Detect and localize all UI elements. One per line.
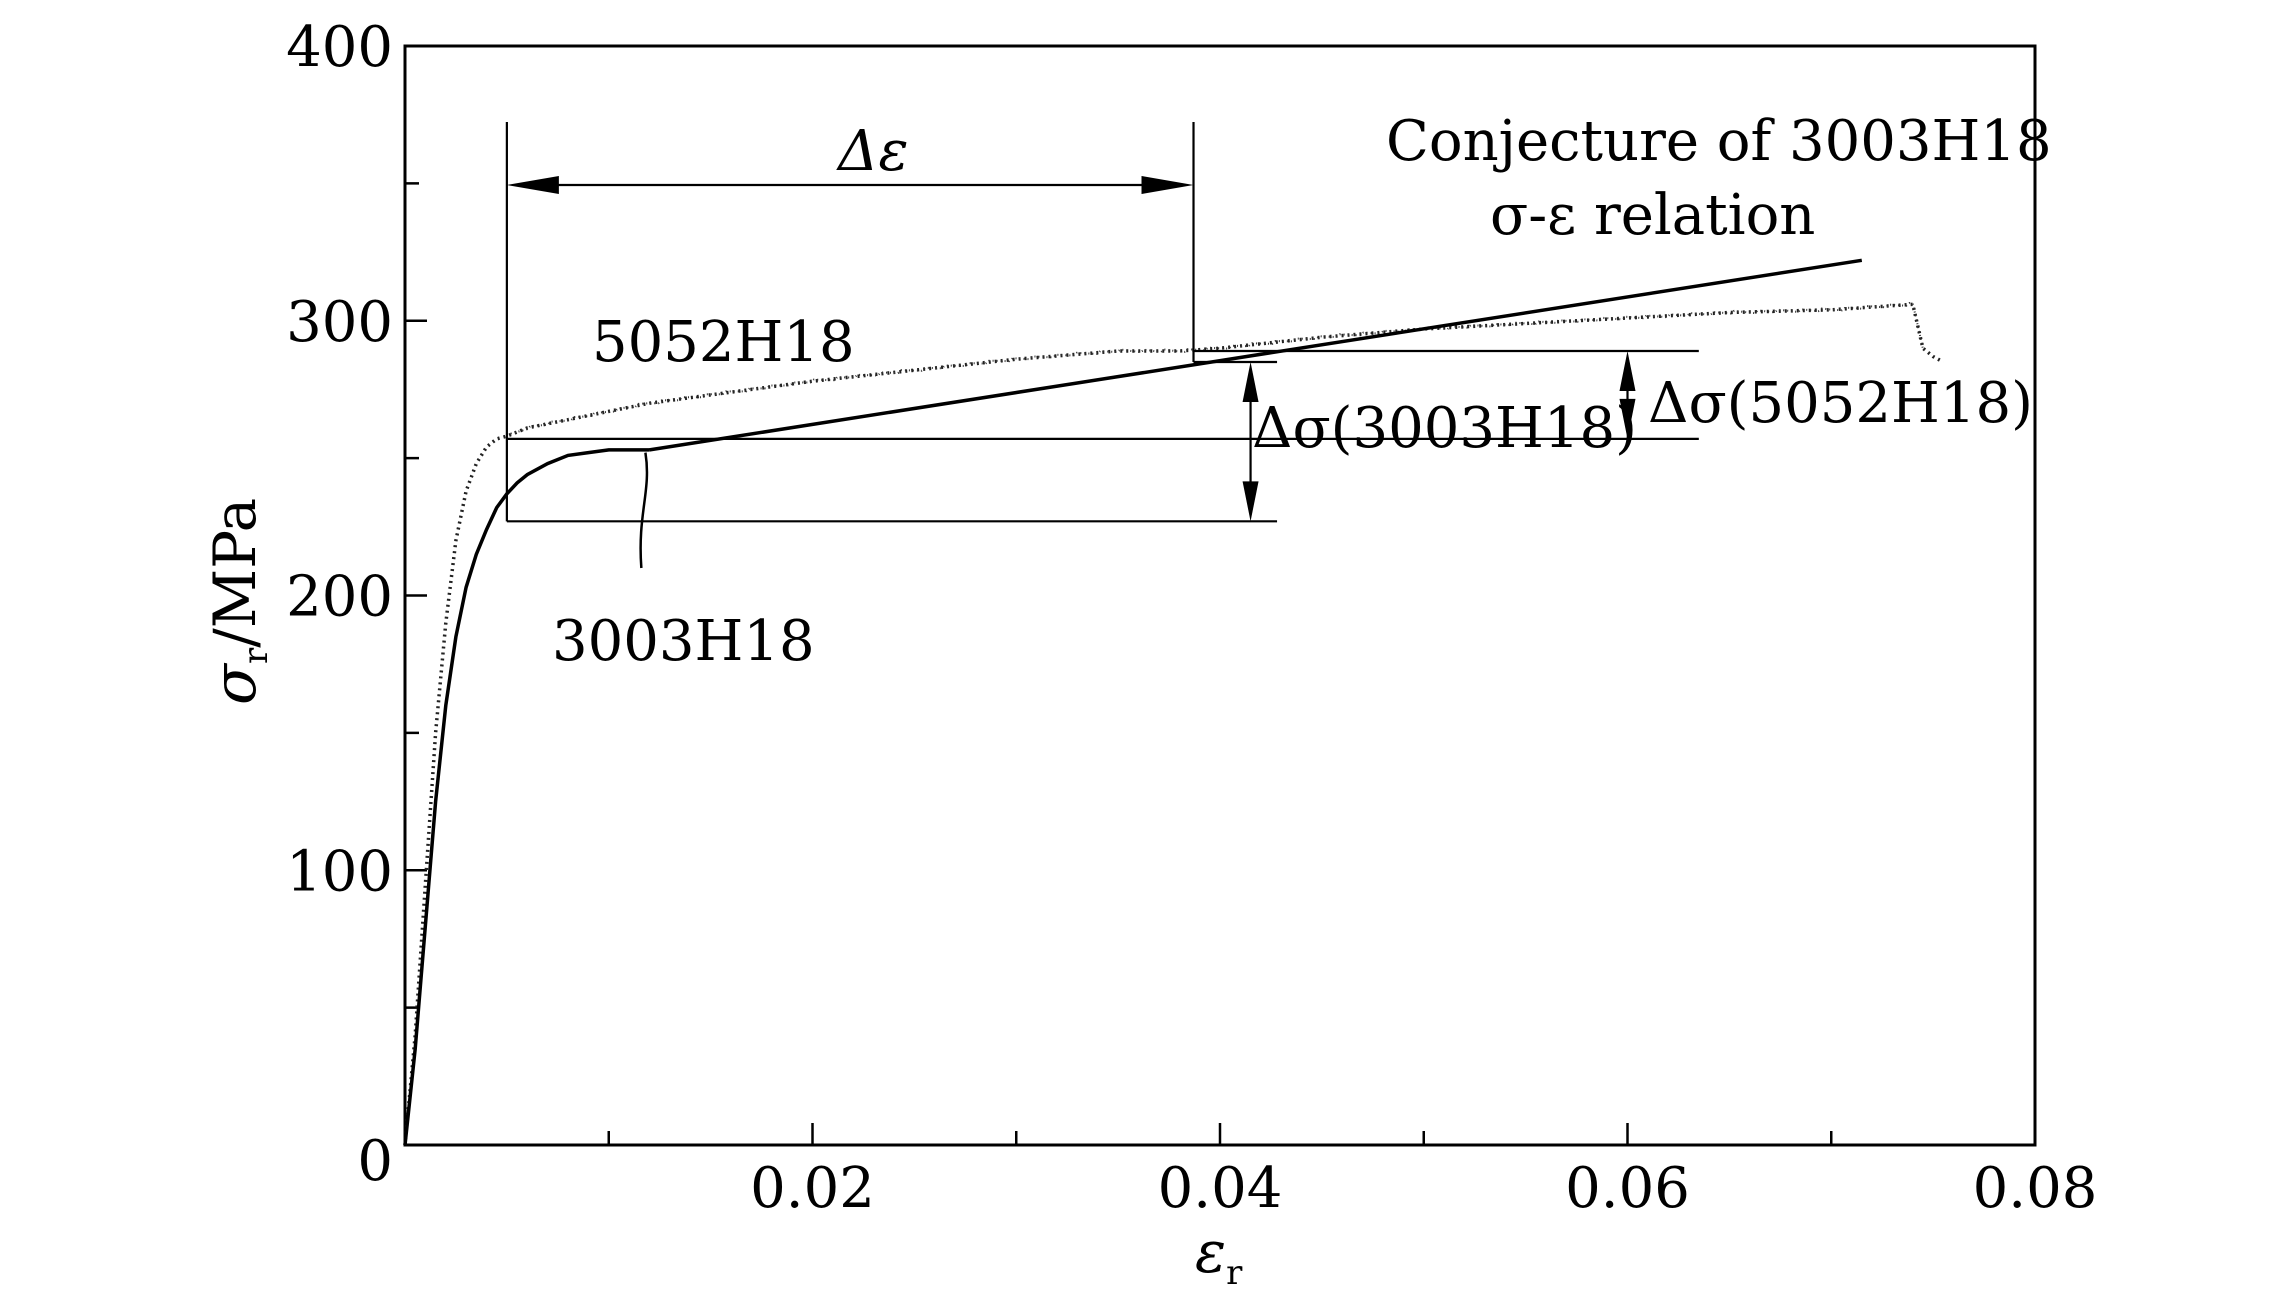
axis-tick-labels: 0.02 0.04 0.06 0.08 400 300 200 100 0 bbox=[286, 15, 2097, 1221]
x-tick-label: 0.06 bbox=[1565, 1156, 1690, 1221]
arrow-head bbox=[1242, 481, 1259, 522]
label-3003-leader bbox=[639, 452, 649, 569]
series-line-2 bbox=[649, 258, 1863, 452]
axis-ticks bbox=[405, 182, 1833, 1145]
x-tick-label: 0.02 bbox=[750, 1156, 875, 1221]
y-tick-label: 200 bbox=[286, 565, 393, 630]
y-tick-label: 400 bbox=[286, 15, 393, 80]
conjecture-label-line2: σ-ε relation bbox=[1490, 183, 1815, 248]
arrow-head bbox=[1619, 350, 1636, 391]
delta-sigma-3003-label: Δσ(3003H18) bbox=[1252, 396, 1637, 461]
origin-label: 0 bbox=[357, 1129, 393, 1194]
arrow-head bbox=[1141, 176, 1194, 194]
guide-lines bbox=[505, 122, 1699, 569]
delta-epsilon-label: Δε bbox=[836, 119, 909, 184]
arrow-head bbox=[1242, 361, 1259, 402]
series-label-5052: 5052H18 bbox=[592, 310, 855, 375]
series-noise bbox=[506, 301, 1924, 436]
x-axis-title: εr bbox=[1195, 1218, 1243, 1293]
data-series bbox=[403, 258, 1945, 1146]
y-axis-title: σr/MPa bbox=[200, 498, 276, 705]
conjecture-label-line1: Conjecture of 3003H18 bbox=[1386, 109, 2052, 174]
series-label-3003: 3003H18 bbox=[552, 609, 815, 674]
arrow-head bbox=[506, 176, 559, 194]
x-tick-label: 0.04 bbox=[1158, 1156, 1283, 1221]
x-tick-label: 0.08 bbox=[1973, 1156, 2098, 1221]
y-tick-label: 100 bbox=[286, 839, 393, 904]
series-line-1 bbox=[403, 448, 650, 1146]
y-tick-label: 300 bbox=[286, 290, 393, 355]
delta-sigma-5052-label: Δσ(5052H18) bbox=[1648, 371, 2033, 436]
arrow-head bbox=[1619, 398, 1636, 439]
